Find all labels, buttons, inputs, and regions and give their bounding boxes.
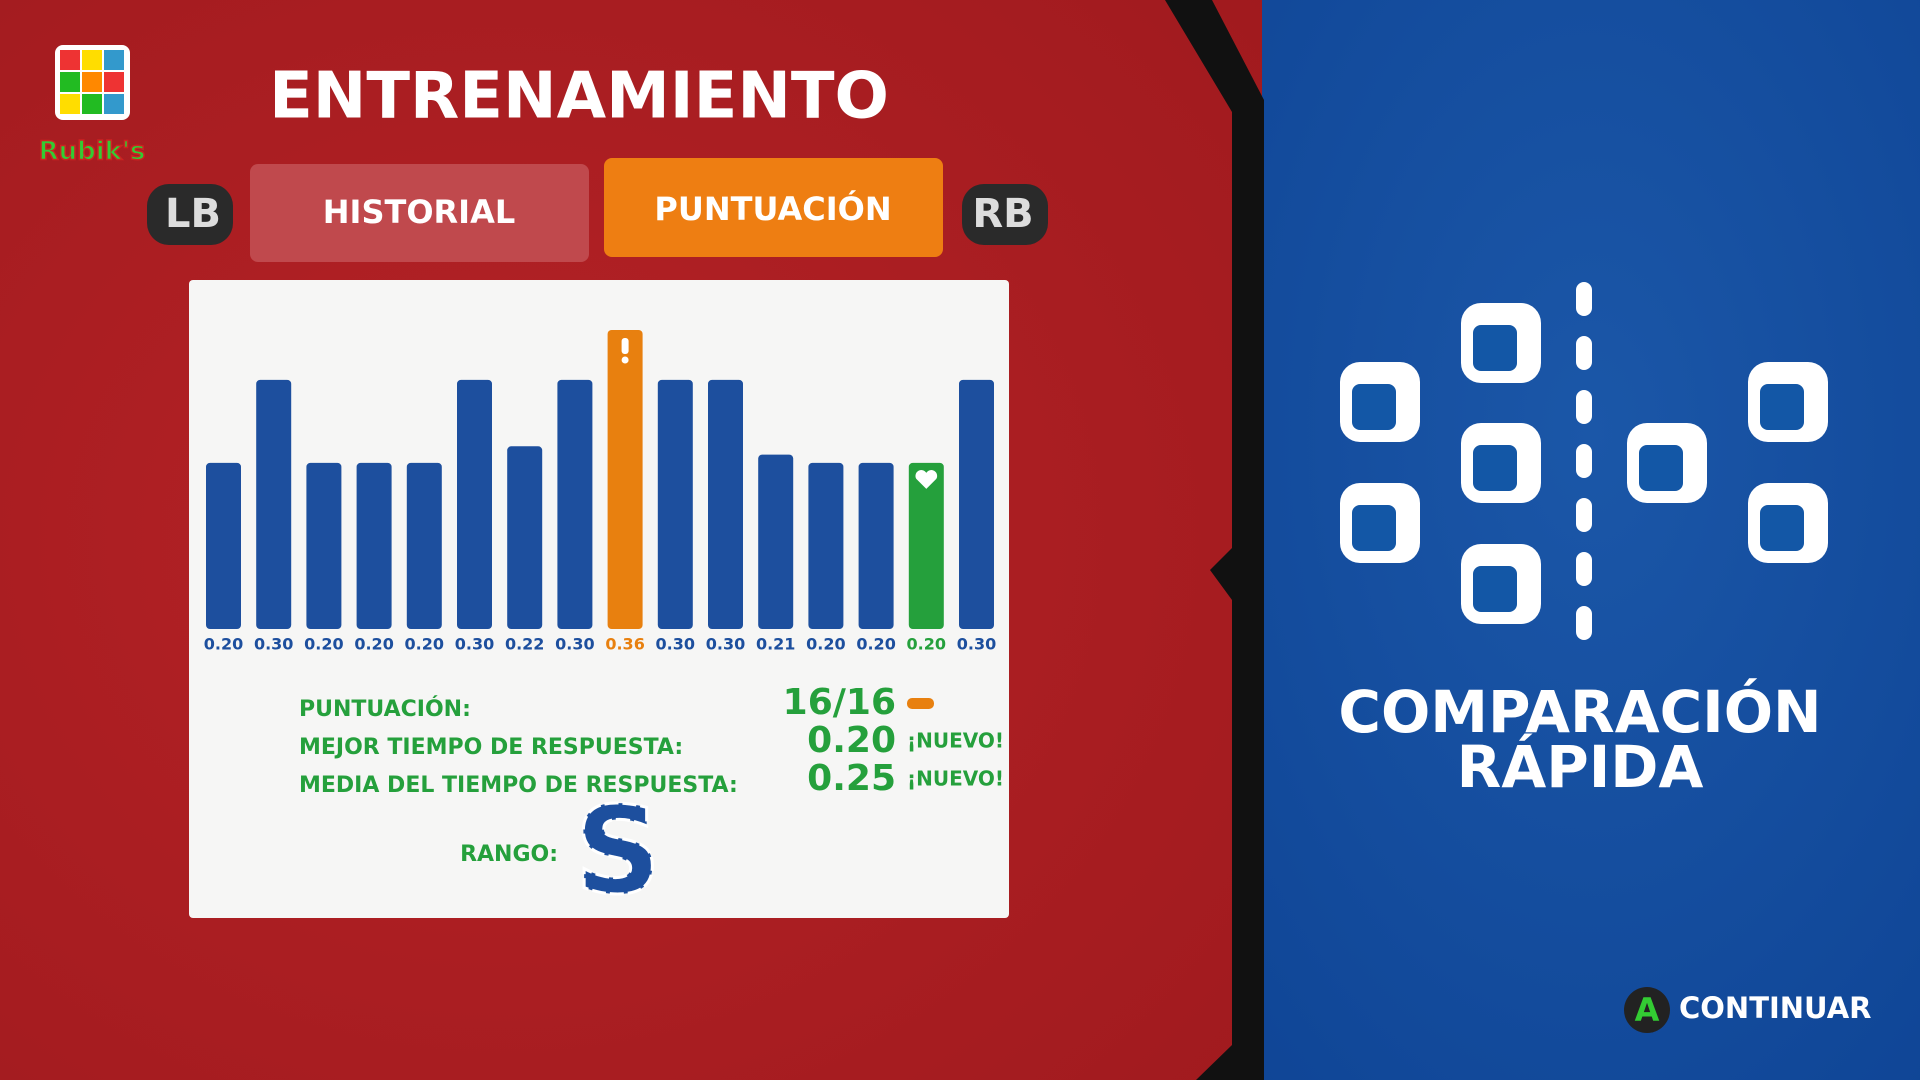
stat-value: 0.25	[807, 758, 896, 799]
bar-value-label: 0.20	[204, 635, 243, 654]
divider	[1165, 0, 1264, 1080]
divider-dash	[1576, 336, 1592, 370]
bar	[959, 379, 994, 629]
bar-chart: 0.20 0.30 0.20 0.20 0.20 0.30 0.22 0.30 0.36 0.30…	[204, 330, 996, 654]
bar	[657, 379, 693, 629]
bar	[406, 462, 442, 629]
cube-face	[1473, 325, 1517, 371]
stat-label: MEJOR TIEMPO DE RESPUESTA:	[299, 735, 683, 760]
tab-active[interactable]	[604, 158, 943, 257]
divider-dash	[1576, 552, 1592, 586]
score-dash	[907, 698, 934, 709]
bar-value-label: 0.21	[756, 635, 795, 654]
cube-face	[1760, 505, 1804, 551]
bar-value-label: 0.30	[656, 635, 695, 654]
logo: Rubik's	[38, 45, 146, 167]
rank: S	[575, 783, 661, 922]
bar	[708, 379, 743, 629]
bar	[507, 446, 543, 629]
bar-value-label: 0.30	[455, 635, 494, 654]
title: ENTRENAMIENTO	[269, 60, 889, 134]
bar	[557, 379, 593, 629]
alert-icon	[621, 356, 629, 364]
mode-icon	[1340, 282, 1828, 640]
bar	[808, 462, 844, 629]
bar	[206, 462, 241, 629]
heart-icon	[915, 470, 938, 489]
cube-face	[1473, 445, 1517, 491]
bar-value-label: 0.20	[304, 635, 343, 654]
bar-value-label: 0.20	[907, 635, 946, 654]
cube-face	[1473, 566, 1517, 612]
bar	[607, 330, 643, 629]
new-badge: ¡NUEVO!	[907, 767, 1004, 791]
a-label: A	[1635, 991, 1660, 1029]
bar-value-label: 0.30	[957, 635, 996, 654]
bar	[356, 462, 392, 629]
new-badge: ¡NUEVO!	[907, 729, 1004, 753]
cube-face	[1352, 384, 1396, 430]
bar-value-label: 0.20	[856, 635, 895, 654]
rb-button[interactable]	[962, 184, 1048, 245]
bar-value-label: 0.22	[505, 635, 544, 654]
bar	[858, 462, 894, 629]
stat-label: MEDIA DEL TIEMPO DE RESPUESTA:	[299, 773, 738, 798]
lb-button[interactable]	[147, 184, 233, 245]
a-button[interactable]	[1624, 987, 1670, 1033]
mode-title: RÁPIDA	[1457, 732, 1704, 801]
cube-face	[1352, 505, 1396, 551]
divider-dash	[1576, 282, 1592, 316]
tab-label: HISTORIAL	[323, 193, 515, 231]
logo-text: Rubik's	[39, 137, 146, 167]
tab-label: PUNTUACIÓN	[654, 189, 891, 228]
lb-label: LB	[165, 191, 221, 237]
bar-value-label: 0.36	[605, 635, 644, 654]
stat-label: PUNTUACIÓN:	[299, 696, 471, 722]
rank-label: RANGO:	[460, 842, 558, 867]
bar-value-label: 0.30	[254, 635, 293, 654]
cube-face	[1639, 445, 1683, 491]
bar	[306, 462, 342, 629]
stat-value: 0.20	[807, 720, 896, 761]
divider-dash	[1576, 606, 1592, 640]
divider-dash	[1576, 498, 1592, 532]
alert-icon	[621, 338, 629, 354]
continue[interactable]: CONTINUAR	[1679, 991, 1871, 1025]
divider-dash	[1576, 390, 1592, 424]
cube-face	[1760, 384, 1804, 430]
bar-value-label: 0.30	[706, 635, 745, 654]
divider-dash	[1576, 444, 1592, 478]
bar-value-label: 0.30	[555, 635, 594, 654]
bar-value-label: 0.20	[354, 635, 393, 654]
score-card	[189, 280, 1009, 918]
bar	[457, 379, 492, 629]
stat-value: 16/16	[783, 682, 896, 723]
bar-value-label: 0.20	[405, 635, 444, 654]
bar	[256, 379, 292, 629]
rb-label: RB	[972, 191, 1033, 237]
bar-value-label: 0.20	[806, 635, 845, 654]
tab[interactable]	[250, 164, 589, 262]
mode-title: COMPARACIÓN	[1338, 677, 1821, 746]
bar	[758, 454, 794, 629]
bar	[908, 462, 944, 629]
